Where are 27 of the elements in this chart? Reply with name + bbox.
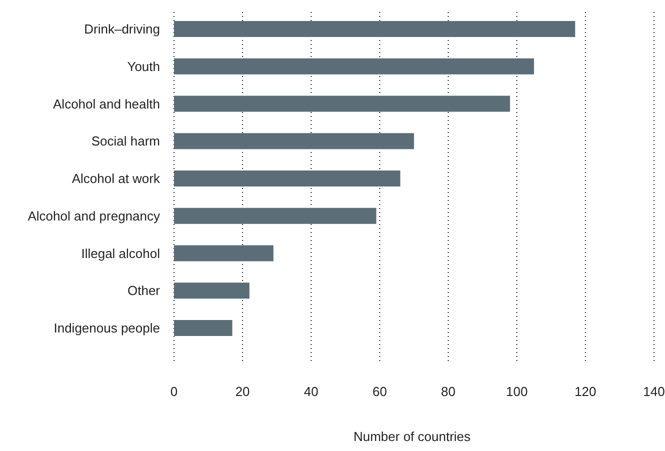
y-tick-label: Alcohol and pregnancy xyxy=(28,208,160,224)
bar xyxy=(174,320,232,336)
bar xyxy=(174,133,414,150)
bar xyxy=(174,208,376,224)
bar xyxy=(174,170,400,186)
bar xyxy=(174,282,250,299)
y-tick-label: Alcohol and health xyxy=(53,96,160,112)
bar xyxy=(174,245,274,262)
x-tick-label: 20 xyxy=(235,384,250,399)
x-tick-label: 40 xyxy=(304,384,318,399)
bar xyxy=(174,96,510,112)
bar xyxy=(174,21,576,37)
y-tick-label: Illegal alcohol xyxy=(81,246,160,261)
x-tick-label: 140 xyxy=(643,384,665,399)
y-tick-label: Other xyxy=(127,283,161,298)
y-tick-label: Drink–driving xyxy=(84,22,160,36)
x-axis-title: Number of countries xyxy=(353,429,472,444)
x-tick-label: 100 xyxy=(506,384,528,399)
y-tick-label: Alcohol at work xyxy=(72,171,160,186)
x-tick-label: 80 xyxy=(441,384,456,399)
x-tick-label: 120 xyxy=(574,384,596,399)
y-tick-label: Indigenous people xyxy=(54,320,160,336)
y-tick-label: Social harm xyxy=(91,134,160,149)
y-tick-label: Youth xyxy=(127,58,160,74)
x-tick-label: 0 xyxy=(170,384,178,399)
bar xyxy=(174,58,534,74)
x-tick-label: 60 xyxy=(372,384,387,399)
